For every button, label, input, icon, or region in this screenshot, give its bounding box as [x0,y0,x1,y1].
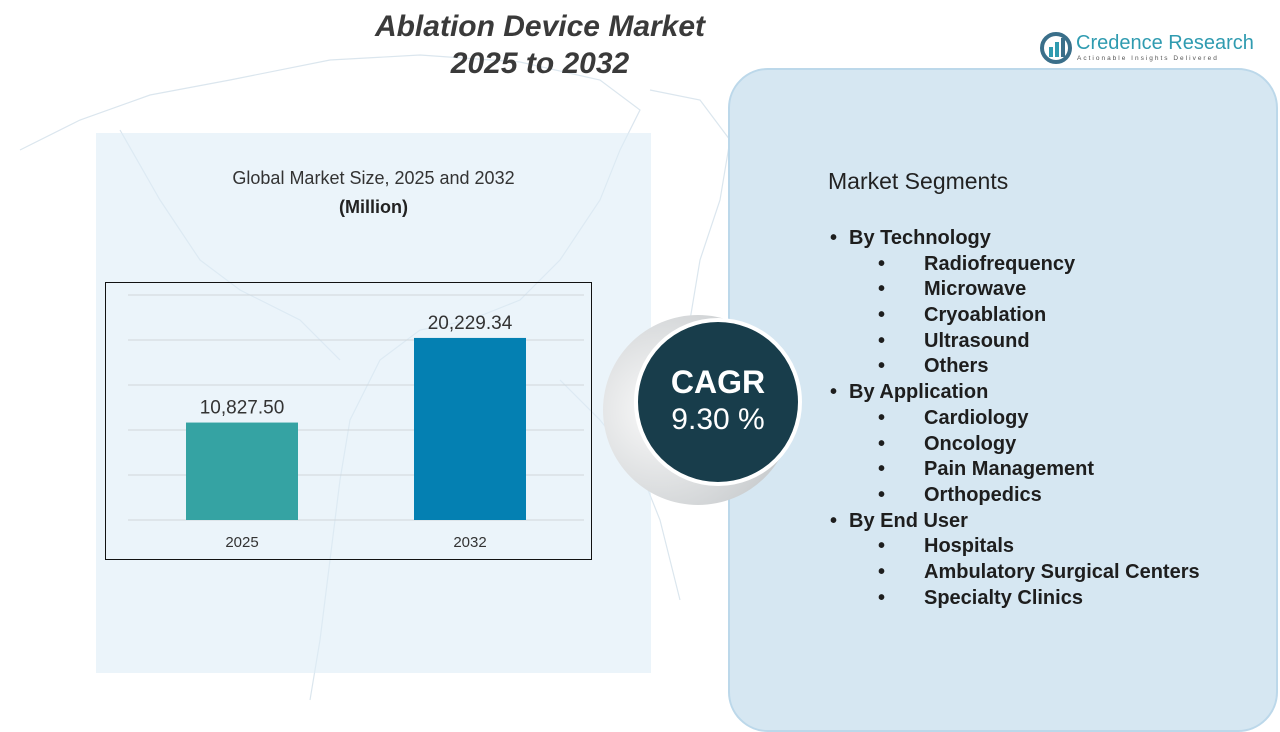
bullet-icon: • [878,458,886,481]
segment-item: • Microwave [830,277,1200,303]
segment-item-label: Cardiology [924,406,1029,429]
logo-tagline: Actionable Insights Delivered [1077,55,1219,62]
segment-item: • Pain Management [830,457,1200,483]
segment-item-label: Hospitals [924,535,1015,558]
chart-title: Global Market Size, 2025 and 2032 [232,168,515,188]
title-line-1: Ablation Device Market [374,10,706,43]
segment-item: • Cryoablation [830,303,1200,329]
segment-group: By Technology [830,226,1200,252]
title-line-2: 2025 to 2032 [450,47,630,80]
segment-item: • Specialty Clinics [830,586,1200,612]
bullet-icon: • [878,483,886,506]
segment-item: • Ambulatory Surgical Centers [830,560,1200,586]
segment-group: By Application [830,380,1200,406]
cagr-value: 9.30 % [671,403,765,436]
segment-item-label: Radiofrequency [924,252,1076,275]
bullet-icon: • [878,252,886,275]
bar-2025 [186,422,298,520]
data-label: 10,827.50 [200,398,285,419]
segments-list: By Technology•Radiofrequency•Microwave•C… [830,226,1200,611]
cagr-label: CAGR [670,364,766,400]
segment-item-label: Ambulatory Surgical Centers [924,560,1200,583]
segment-item-label: Specialty Clinics [924,586,1083,609]
credence-research-logo: Credence Research Actionable Insights De… [1040,32,1260,66]
chart-panel [96,133,651,673]
segment-item-label: Oncology [924,432,1017,455]
chart-svg: 10,827.50 2025 20,229.34 2032 [128,294,584,551]
logo-name: Credence Research [1076,32,1254,54]
bullet-icon: • [878,355,886,378]
segment-item: • Orthopedics [830,483,1200,509]
bullet-icon: • [878,586,886,609]
bullet-icon: • [878,329,886,352]
chart-unit: (Million) [339,197,408,217]
segments-title: Market Segments [828,168,1009,194]
logo-icon [1040,32,1072,64]
segment-item-label: Cryoablation [924,304,1047,327]
bullet-icon: • [878,535,886,558]
segment-item: • Oncology [830,432,1200,458]
segment-item-label: Microwave [924,278,1027,301]
segment-item: • Ultrasound [830,329,1200,355]
segment-item-label: Pain Management [924,458,1095,481]
bullet-icon: • [878,278,886,301]
segment-item: • Cardiology [830,406,1200,432]
bullet-icon: • [878,406,886,429]
segment-item: • Hospitals [830,534,1200,560]
bar-chart: 10,827.50 2025 20,229.34 2032 [105,282,592,560]
segment-item: • Radiofrequency [830,252,1200,278]
data-label: 20,229.34 [428,313,513,334]
x-tick-label: 2025 [225,534,258,551]
segment-group: By End User [830,509,1200,535]
segment-item-label: Others [924,355,989,378]
bullet-icon: • [878,560,886,583]
bullet-icon: • [878,432,886,455]
x-tick-label: 2032 [453,534,486,551]
bar-2032 [414,337,526,520]
page-title: Ablation Device Market 2025 to 2032 [330,8,750,82]
bullet-icon: • [878,304,886,327]
segment-item-label: Orthopedics [924,483,1042,506]
cagr-badge: CAGR 9.30 % [634,318,802,486]
segment-item: • Others [830,354,1200,380]
segment-item-label: Ultrasound [924,329,1030,352]
